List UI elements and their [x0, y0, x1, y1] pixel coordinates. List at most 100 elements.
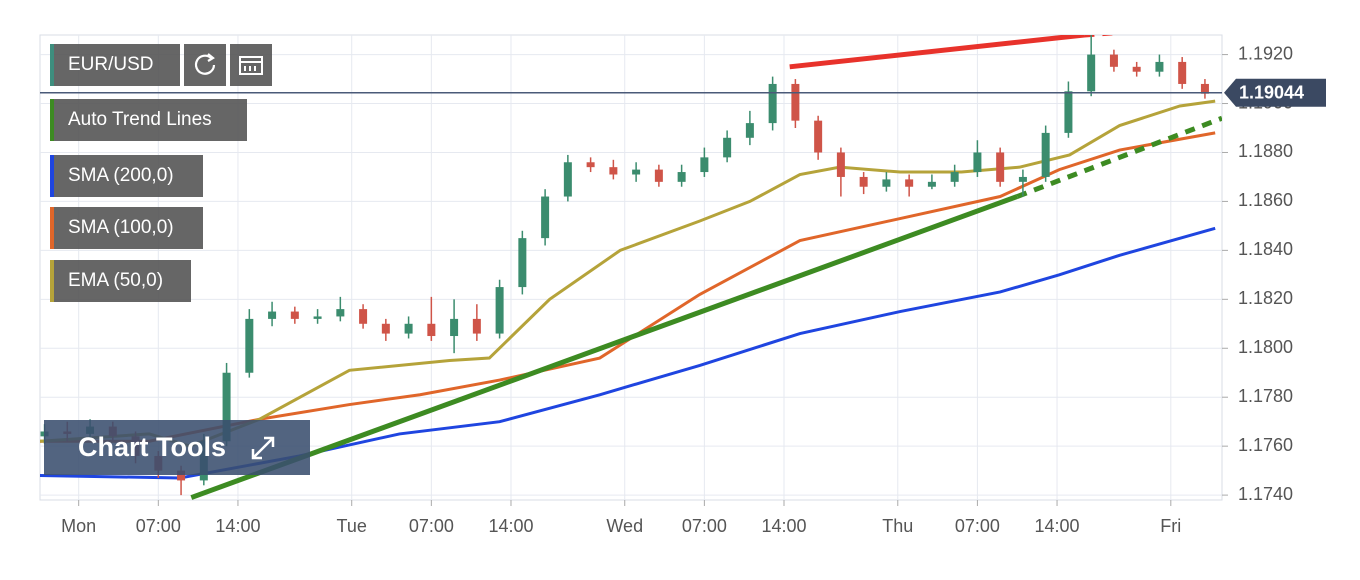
candle-body — [1018, 176, 1027, 182]
y-tick-label: 1.1820 — [1238, 288, 1293, 308]
legend-item[interactable]: SMA (200,0) — [50, 155, 203, 197]
legend-label: EMA (50,0) — [68, 270, 164, 291]
y-tick-label: 1.1920 — [1238, 43, 1293, 63]
trend-line — [789, 35, 1085, 70]
legend-label: Auto Trend Lines — [68, 109, 212, 130]
candle-body — [1109, 54, 1118, 67]
candle-body — [654, 169, 663, 182]
refresh-button[interactable] — [184, 44, 226, 86]
trend-line — [190, 194, 1019, 500]
candle-body — [814, 120, 823, 153]
candle-body — [745, 123, 754, 138]
legend-item[interactable]: SMA (100,0) — [50, 207, 203, 249]
candle-body — [1132, 66, 1141, 72]
candle-body — [381, 323, 390, 334]
candle-body — [836, 152, 845, 177]
last-price-box — [1224, 78, 1326, 107]
candle-body — [791, 83, 800, 121]
candle-body — [222, 372, 231, 442]
candle-body — [290, 311, 299, 319]
plot-frame — [39, 34, 1223, 501]
trend-line — [1084, 35, 1119, 38]
symbol: EUR/USD — [68, 54, 154, 75]
symbol-button[interactable]: EUR/USD — [50, 44, 180, 86]
candle-body — [1155, 61, 1164, 72]
calendar-icon — [239, 56, 263, 75]
candle-body — [1200, 83, 1209, 94]
candle-body — [927, 181, 936, 187]
y-tick-label: 1.1840 — [1238, 239, 1293, 259]
chart-tools-label: Chart Tools — [78, 432, 226, 462]
candle-body — [177, 470, 186, 481]
candle-body — [677, 172, 686, 182]
x-tick-label: 07:00 — [409, 516, 454, 536]
candle-body — [586, 162, 595, 168]
candle-body — [472, 318, 481, 334]
legend-label: SMA (100,0) — [68, 217, 174, 238]
candle-body — [495, 287, 504, 334]
y-tick-label: 1.1740 — [1238, 484, 1293, 504]
candle-body — [313, 316, 322, 319]
candle-body — [973, 152, 982, 173]
candle-body — [768, 83, 777, 124]
stripe — [50, 44, 54, 86]
stripe — [50, 260, 54, 302]
candle-body — [1178, 61, 1187, 84]
candle-body — [1064, 91, 1073, 133]
x-tick-label: Tue — [337, 516, 367, 536]
x-tick-label: 14:00 — [488, 516, 533, 536]
y-tick-label: 1.1880 — [1238, 141, 1293, 161]
candle-body — [518, 238, 527, 288]
expand-icon — [251, 436, 275, 460]
candle-body — [1041, 132, 1050, 177]
candle-body — [632, 169, 641, 175]
candle-body — [859, 176, 868, 187]
x-tick-label: 14:00 — [1035, 516, 1080, 536]
candle-body — [427, 323, 436, 337]
x-tick-label: 07:00 — [955, 516, 1000, 536]
y-tick-label: 1.1860 — [1238, 190, 1293, 210]
candle-body — [404, 323, 413, 334]
x-tick-label: Thu — [882, 516, 913, 536]
stripe — [50, 155, 54, 197]
legend-item[interactable]: Auto Trend Lines — [50, 99, 247, 141]
candle-body — [450, 318, 459, 337]
candle-body — [245, 318, 254, 373]
candle-body — [882, 179, 891, 187]
stripe — [50, 99, 54, 141]
candle-body — [1087, 54, 1096, 92]
chart-tools-button[interactable]: Chart Tools — [44, 420, 310, 475]
candle-body — [950, 172, 959, 182]
candle-body — [996, 152, 1005, 182]
trend-line — [1016, 115, 1222, 199]
candle-body — [700, 157, 709, 173]
stripe — [50, 207, 54, 249]
candle-body — [609, 167, 618, 175]
x-tick-label: 07:00 — [682, 516, 727, 536]
refresh-icon — [194, 53, 216, 75]
candle-body — [359, 309, 368, 324]
x-tick-label: 07:00 — [136, 516, 181, 536]
x-tick-label: Wed — [606, 516, 643, 536]
legend-label: SMA (200,0) — [68, 165, 174, 186]
calendar-button[interactable] — [230, 44, 272, 86]
y-tick-label: 1.1780 — [1238, 386, 1293, 406]
last-price-label: 1.19044 — [1239, 83, 1304, 103]
x-tick-label: Fri — [1160, 516, 1181, 536]
x-tick-label: Mon — [61, 516, 96, 536]
candle-body — [268, 311, 277, 319]
ma-line — [40, 99, 1216, 448]
ma-line — [40, 131, 1216, 443]
x-tick-label: 14:00 — [761, 516, 806, 536]
legend-item[interactable]: EMA (50,0) — [50, 260, 191, 302]
candle-body — [723, 137, 732, 158]
candle-body — [563, 162, 572, 197]
candle-body — [905, 179, 914, 187]
y-tick-label: 1.1800 — [1238, 337, 1293, 357]
candle-body — [336, 309, 345, 317]
x-tick-label: 14:00 — [215, 516, 260, 536]
candle-body — [541, 196, 550, 239]
y-tick-label: 1.1760 — [1238, 435, 1293, 455]
